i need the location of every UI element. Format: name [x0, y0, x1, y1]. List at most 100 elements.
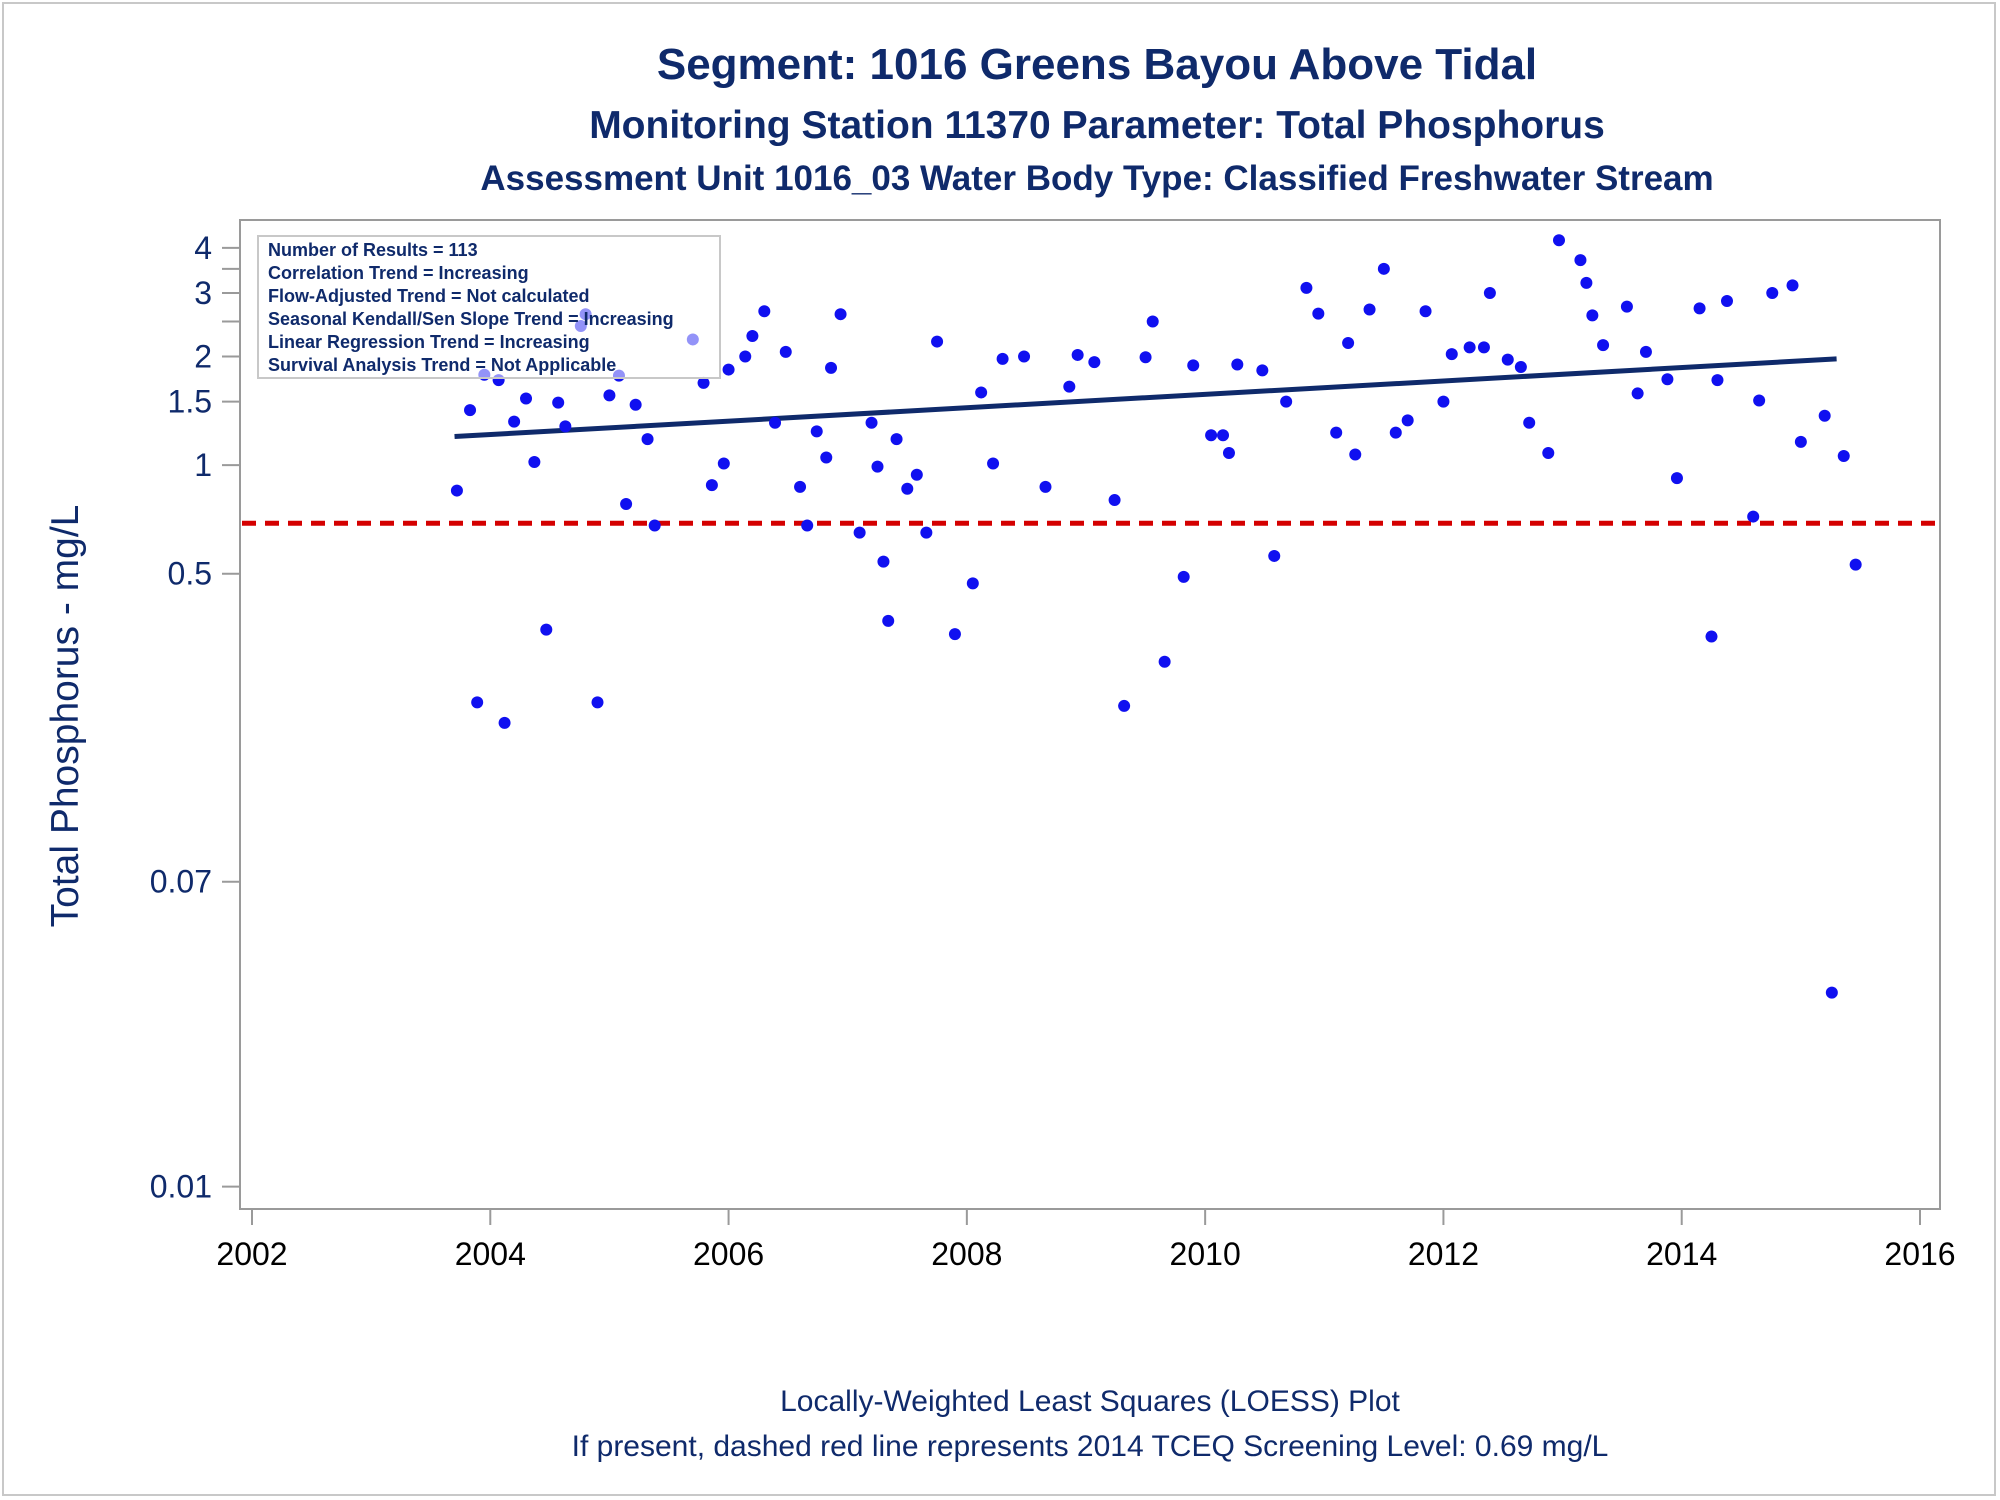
data-point	[920, 526, 933, 539]
data-point	[1711, 374, 1724, 387]
data-points	[450, 234, 1862, 999]
data-point	[498, 716, 511, 729]
data-point	[1268, 549, 1281, 562]
x-tick-label: 2010	[1170, 1236, 1241, 1272]
data-point	[520, 392, 533, 405]
data-point	[1217, 429, 1230, 442]
x-axis: 2002 2004 2006 2008 2010 2012 2014 2016	[216, 1209, 1956, 1272]
data-point	[948, 628, 961, 641]
data-point	[591, 696, 604, 709]
data-point	[697, 376, 710, 389]
y-tick-label: 2	[194, 338, 212, 374]
data-point	[1377, 262, 1390, 275]
data-point	[1363, 303, 1376, 316]
data-point	[987, 457, 1000, 470]
data-point	[641, 433, 654, 446]
y-tick-label: 0.01	[150, 1169, 212, 1205]
data-point	[1849, 558, 1862, 571]
data-point	[1280, 395, 1293, 408]
data-point	[528, 455, 541, 468]
x-tick-label: 2008	[931, 1236, 1002, 1272]
footnote-loess: Locally-Weighted Least Squares (LOESS) P…	[780, 1385, 1400, 1418]
x-tick-label: 2014	[1646, 1236, 1717, 1272]
data-point	[559, 420, 572, 433]
trend-line	[454, 356, 1837, 440]
data-point	[1837, 449, 1850, 462]
data-point	[1766, 286, 1779, 299]
data-point	[1620, 300, 1633, 313]
data-point	[1146, 315, 1159, 328]
data-point	[1018, 350, 1031, 363]
data-point	[739, 350, 752, 363]
data-point	[1187, 359, 1200, 372]
data-point	[1639, 345, 1652, 358]
x-tick-label: 2002	[216, 1236, 287, 1272]
data-point	[1818, 409, 1831, 422]
data-point	[1574, 254, 1587, 267]
chart-subtitle-2: Assessment Unit 1016_03 Water Body Type:…	[480, 159, 1713, 198]
stats-line: Linear Regression Trend = Increasing	[268, 332, 590, 352]
data-point	[1118, 699, 1131, 712]
data-point	[1205, 429, 1218, 442]
data-point	[705, 479, 718, 492]
data-point	[1825, 986, 1838, 999]
stats-line: Flow-Adjusted Trend = Not calculated	[268, 286, 590, 306]
data-point	[648, 519, 661, 532]
data-point	[1039, 480, 1052, 493]
data-point	[471, 696, 484, 709]
data-point	[1483, 286, 1496, 299]
data-point	[1231, 358, 1244, 371]
data-point	[910, 468, 923, 481]
data-point	[1063, 380, 1076, 393]
data-point	[931, 335, 944, 348]
data-point	[1088, 356, 1101, 369]
data-point	[1300, 281, 1313, 294]
data-point	[1312, 307, 1325, 320]
data-point	[1693, 302, 1706, 315]
x-tick-label: 2006	[693, 1236, 764, 1272]
data-point	[1597, 339, 1610, 352]
data-point	[996, 352, 1009, 365]
data-point	[901, 482, 914, 495]
data-point	[825, 361, 838, 374]
data-point	[1419, 305, 1432, 318]
data-point	[1071, 348, 1084, 361]
data-point	[552, 396, 565, 409]
data-point	[1753, 394, 1766, 407]
data-point	[1108, 494, 1121, 507]
data-point	[769, 416, 782, 429]
y-tick-label: 0.07	[150, 864, 212, 900]
data-point	[1177, 570, 1190, 583]
data-point	[629, 398, 642, 411]
data-point	[871, 460, 884, 473]
y-tick-label: 1	[194, 447, 212, 483]
data-point	[1501, 353, 1514, 366]
x-tick-label: 2016	[1884, 1236, 1955, 1272]
y-axis: 0.01 0.07 0.5 1 1.5 2 3 4	[150, 230, 240, 1205]
data-point	[746, 329, 759, 342]
data-point	[865, 416, 878, 429]
data-point	[1786, 279, 1799, 292]
data-point	[1330, 426, 1343, 439]
data-point	[1463, 341, 1476, 354]
data-point	[1523, 416, 1536, 429]
data-point	[1437, 395, 1450, 408]
data-point	[1342, 336, 1355, 349]
footnote-screening: If present, dashed red line represents 2…	[572, 1430, 1609, 1463]
data-point	[1477, 341, 1490, 354]
stats-line: Correlation Trend = Increasing	[268, 263, 529, 283]
y-tick-label: 0.5	[168, 556, 212, 592]
data-point	[464, 404, 477, 417]
data-point	[853, 526, 866, 539]
data-point	[1514, 361, 1527, 374]
chart-subtitle: Monitoring Station 11370 Parameter: Tota…	[589, 104, 1605, 147]
data-point	[1580, 276, 1593, 289]
y-tick-label: 4	[194, 230, 212, 266]
data-point	[966, 577, 979, 590]
data-point	[810, 425, 823, 438]
x-tick-label: 2012	[1408, 1236, 1479, 1272]
data-point	[540, 623, 553, 636]
data-point	[1389, 426, 1402, 439]
